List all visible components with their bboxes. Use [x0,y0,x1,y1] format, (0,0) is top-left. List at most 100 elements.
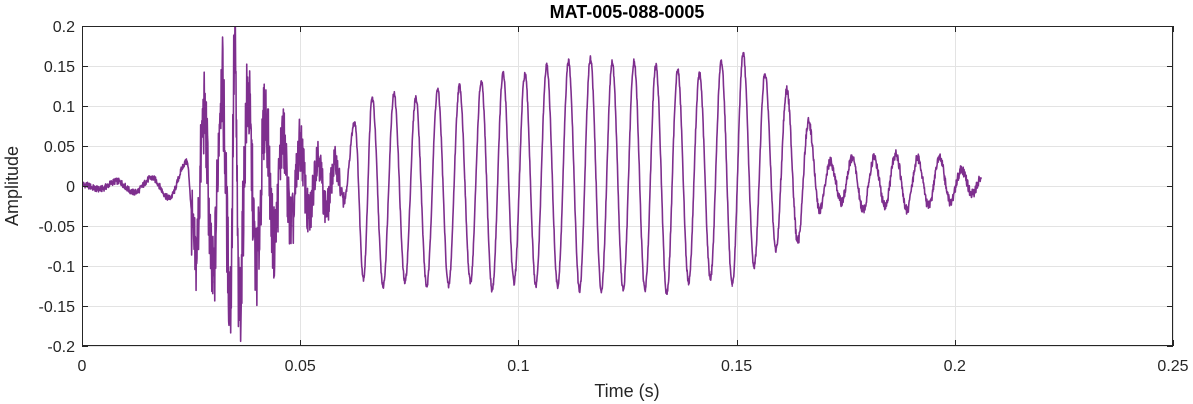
signal-point [458,85,461,87]
signal-point [281,137,284,139]
signal-point [720,61,723,63]
x-tick-label: 0 [78,358,87,375]
signal-point [785,89,788,91]
y-tick-label: 0.1 [53,99,75,116]
signal-point [299,145,302,147]
signal-point [220,81,223,83]
signal-point [362,277,365,279]
signal-point [334,161,337,163]
y-axis-label: Amplitude [2,146,22,226]
signal-point [371,97,374,99]
signal-point [862,209,865,211]
x-tick-label: 0.25 [1157,358,1188,375]
signal-point [676,69,679,71]
x-tick-labels: 0 0.05 0.1 0.15 0.2 0.25 [78,358,1189,375]
signal-point [589,57,592,59]
signal-point [436,89,439,91]
signal-point [513,281,515,283]
signal-point [425,285,428,287]
signal-point [884,205,886,207]
signal-point [927,205,930,207]
signal-point [894,153,897,155]
signal-point [545,65,548,67]
signal-point [229,297,232,299]
signal-point [611,61,614,63]
signal-point [687,281,690,283]
signal-point [255,265,258,267]
signal-point [264,113,267,115]
signal-point [709,277,712,279]
signal-point [447,285,450,287]
signal-point [960,169,963,171]
signal-point [150,177,153,179]
signal-point [578,289,581,291]
signal-point [194,257,197,259]
signal-point [342,201,345,203]
y-tick-label: 0.2 [53,19,75,36]
signal-line [82,26,982,343]
x-tick-label: 0.05 [285,358,316,375]
signal-point [273,241,275,243]
signal-point [938,157,941,159]
signal-point [233,49,236,51]
y-tick-label: -0.05 [39,219,76,236]
signal-point [905,209,908,211]
signal-point [556,285,559,287]
signal-point [382,285,385,287]
y-tick-label: -0.1 [47,259,75,276]
y-tick-label: 0.05 [44,139,75,156]
x-axis-label: Time (s) [594,381,659,401]
y-tick-label: 0.15 [44,59,75,76]
signal-point [971,193,974,195]
signal-point [185,161,188,163]
signal-point [353,121,356,123]
signal-point [742,53,745,55]
signal-point [829,161,832,163]
signal-point [731,285,734,287]
signal-point [414,97,417,99]
signal-point [133,191,136,194]
signal-point [116,180,118,183]
signal-point [807,121,810,123]
signal-point [753,265,755,267]
signal-point [796,241,799,243]
signal-point [633,61,635,63]
signal-point [774,249,777,251]
signal-point [469,281,472,283]
signal-point [534,285,537,287]
signal-point [524,73,526,75]
signal-point [480,81,483,83]
signal-point [168,197,171,199]
signal-point [98,188,101,191]
signal-point [980,177,982,179]
y-tick-label: -0.2 [47,339,75,356]
signal-point [644,289,646,291]
signal-point [764,73,766,75]
signal-point [840,201,843,203]
signal-point [665,293,668,295]
signal-point [654,65,657,67]
signal-point [567,61,570,63]
signal-point [325,209,328,211]
signal-point [873,157,875,159]
signal-point [290,225,293,227]
x-tick-label: 0.1 [507,358,529,375]
y-tick-label: -0.15 [39,299,76,316]
signal-point [600,289,603,291]
y-tick-label: 0 [66,179,75,196]
signal-point [316,153,319,155]
signal-point [698,73,701,75]
signal-point [502,73,505,75]
signal-point [238,309,241,311]
signal-point [308,217,310,219]
x-tick-label: 0.2 [944,358,966,375]
signal-point [246,97,249,99]
signal-point [212,281,214,283]
signal-point [393,93,395,95]
signal-point [916,157,919,159]
signal-point [818,209,821,211]
signal-point [949,201,952,203]
signal-point [851,157,854,159]
